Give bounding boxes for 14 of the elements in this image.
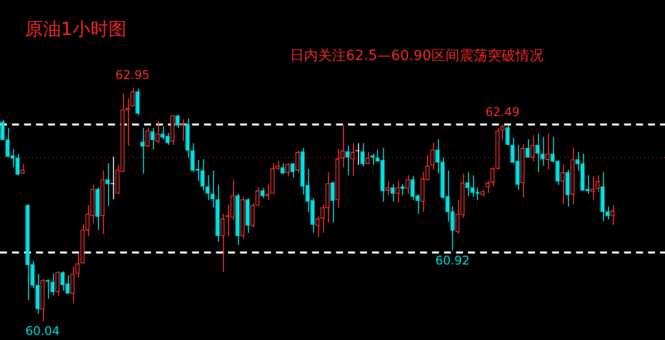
candlestick xyxy=(150,128,155,150)
candlestick xyxy=(365,152,370,165)
annotation: 60.04 xyxy=(25,324,60,338)
candlestick xyxy=(140,128,145,174)
candlestick xyxy=(350,142,355,177)
candlestick xyxy=(545,133,550,170)
annotation: 62.49 xyxy=(485,104,520,119)
annotation: 62.95 xyxy=(115,68,150,82)
candlestick xyxy=(565,169,570,207)
annotation: 60.92 xyxy=(435,254,470,268)
chart-title: 原油1小时图 xyxy=(25,18,126,41)
chart-subtitle: 日内关注62.5—60.90区间震荡突破情况 xyxy=(290,47,544,65)
candlestick xyxy=(400,184,405,196)
candlestick xyxy=(285,162,290,177)
